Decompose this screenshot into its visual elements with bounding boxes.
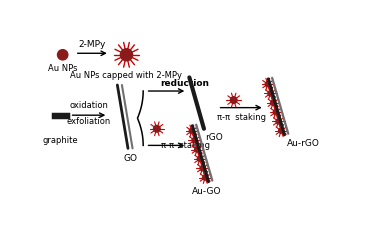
- Text: Au NPs: Au NPs: [48, 64, 78, 73]
- Circle shape: [197, 157, 203, 162]
- Circle shape: [265, 82, 270, 87]
- Circle shape: [189, 129, 194, 134]
- Circle shape: [200, 166, 205, 171]
- Text: Au-GO: Au-GO: [192, 186, 222, 195]
- Text: Au NPs capped with 2-MPy: Au NPs capped with 2-MPy: [71, 70, 182, 80]
- Text: graphite: graphite: [43, 136, 78, 145]
- Circle shape: [276, 119, 281, 124]
- Text: reduction: reduction: [160, 79, 209, 88]
- Text: Au-rGO: Au-rGO: [287, 139, 319, 148]
- Text: GO: GO: [123, 153, 138, 162]
- Circle shape: [270, 101, 276, 106]
- Text: 2-MPy: 2-MPy: [78, 40, 106, 49]
- Circle shape: [58, 50, 68, 61]
- Circle shape: [203, 175, 208, 180]
- Text: exfoliation: exfoliation: [67, 116, 111, 126]
- Circle shape: [268, 92, 273, 97]
- Circle shape: [230, 97, 237, 104]
- Text: rGO: rGO: [205, 132, 223, 141]
- Text: π-π  staking: π-π staking: [218, 113, 267, 122]
- Circle shape: [192, 138, 197, 143]
- Circle shape: [154, 126, 160, 132]
- Circle shape: [120, 50, 132, 62]
- Text: π-π  staking: π-π staking: [162, 141, 211, 150]
- Circle shape: [273, 110, 278, 115]
- Text: oxidation: oxidation: [70, 101, 109, 110]
- Circle shape: [194, 148, 200, 152]
- Circle shape: [279, 128, 284, 134]
